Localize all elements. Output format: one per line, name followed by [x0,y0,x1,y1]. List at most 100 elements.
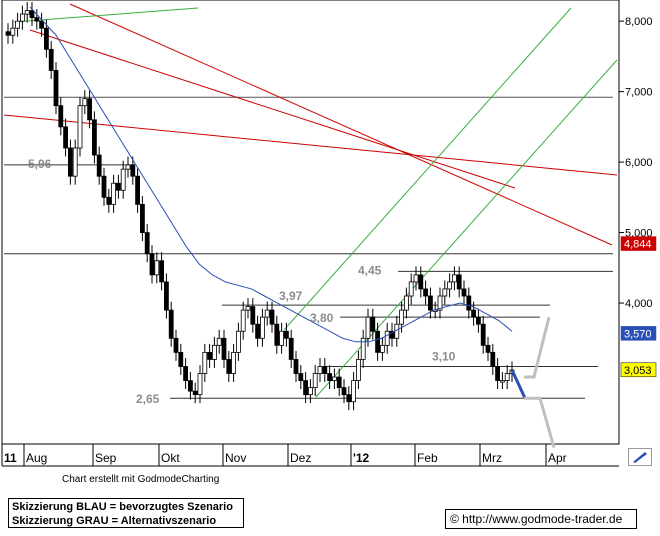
candle-body [173,337,179,353]
candle-body [125,164,131,170]
level-label: 3,97 [279,289,303,303]
candle-body [120,168,126,191]
x-tick-label: 11 [4,451,17,465]
candle-body [389,330,395,339]
x-tick-label: Sep [95,451,117,465]
candle-body [346,394,352,403]
candle-body [298,373,304,381]
candle-body [77,105,83,149]
y-tick-label: 8,000 [625,16,653,28]
candle-body [130,164,136,177]
level-labels: 5,96 4,45 3,97 3,80 3,10 2,65 [28,157,456,406]
y-tick-label: 6,000 [625,157,653,169]
candle-body [159,260,165,283]
candle-body [240,309,246,332]
x-tick-label: Dez [290,451,311,465]
candle-body [207,351,213,360]
candle-body [451,274,457,283]
pen-icon [633,452,647,463]
candles [5,2,515,411]
candle-body [139,203,145,233]
candle-body [447,281,453,290]
candle-body [197,373,203,396]
candle-body [154,260,160,276]
candle-body [250,306,256,325]
moving-average-line [29,6,513,343]
candle-body [312,373,318,389]
candle-body [423,288,429,297]
x-tick-label: Feb [417,451,438,465]
candle-body [216,337,222,346]
candle-body [375,330,381,353]
level-label: 2,65 [136,392,160,406]
price-tag [620,236,657,251]
candle-body [504,373,510,381]
candle-body [442,288,448,297]
candle-body [39,20,44,29]
candle-body [456,274,462,290]
candle-body [336,376,342,389]
trendline [283,7,572,331]
chart-credit: Chart erstellt mit GodmodeCharting [62,474,220,485]
candle-body [264,309,270,318]
candle-body [48,48,54,71]
candle-body [19,13,25,22]
legend-blue: Skizzierung BLAU = bevorzugtes Szenario [12,501,233,513]
source-url[interactable]: © http://www.godmode-trader.de [445,509,637,529]
x-tick-label: Nov [225,451,246,465]
x-axis-ticks: 11 Aug Sep Okt Nov Dez '12 Feb Mrz Apr [1,444,567,466]
candle-body [231,351,237,374]
price-tag [620,326,657,341]
level-label: 3,80 [310,311,334,325]
candle-body [149,253,155,276]
candle-body [34,17,40,22]
price-tag-label: 4,844 [624,239,652,251]
level-label: 5,96 [28,157,52,171]
candle-body [226,359,232,374]
candle-body [211,344,217,360]
trendline [13,7,199,23]
trendline [315,59,618,398]
candle-body [403,295,409,311]
x-tick-label: Mrz [482,451,502,465]
price-tag [620,362,657,378]
candle-body [466,295,472,311]
candle-body [58,105,64,128]
scenario-sketches [510,316,556,448]
candle-body [341,387,347,396]
x-tick-label: Okt [161,451,180,465]
candle-body [135,175,141,205]
x-tick-label: Apr [548,451,567,465]
candle-body [183,366,189,381]
candle-body [144,232,150,255]
candle-body [96,154,102,177]
scenario-gray-down [524,396,556,448]
candle-body [480,323,486,346]
candle-body [370,316,376,332]
candle-body [485,344,491,353]
candle-body [437,295,443,311]
candle-body [168,309,174,339]
candle-body [365,316,371,339]
candle-body [317,366,323,374]
scenario-gray-up [524,316,551,379]
candle-body [288,337,294,360]
y-tick-label: 7,000 [625,87,653,99]
candle-body [101,175,107,198]
candle-body [187,380,193,392]
candle-body [471,309,477,318]
candle-body [413,274,419,283]
trendline [3,114,618,176]
candle-body [202,351,208,374]
candle-body [418,274,424,290]
candle-body [307,387,313,396]
candle-body [495,366,501,381]
price-tags: 4,844 3,570 3,053 [620,236,657,378]
candle-body [111,182,116,205]
trendlines [3,3,618,398]
trendline [69,3,613,246]
chart-nav-button[interactable] [628,448,652,466]
legend-gray: Skizzierung GRAU = Alternativszenario [12,515,217,527]
candle-body [274,323,280,346]
